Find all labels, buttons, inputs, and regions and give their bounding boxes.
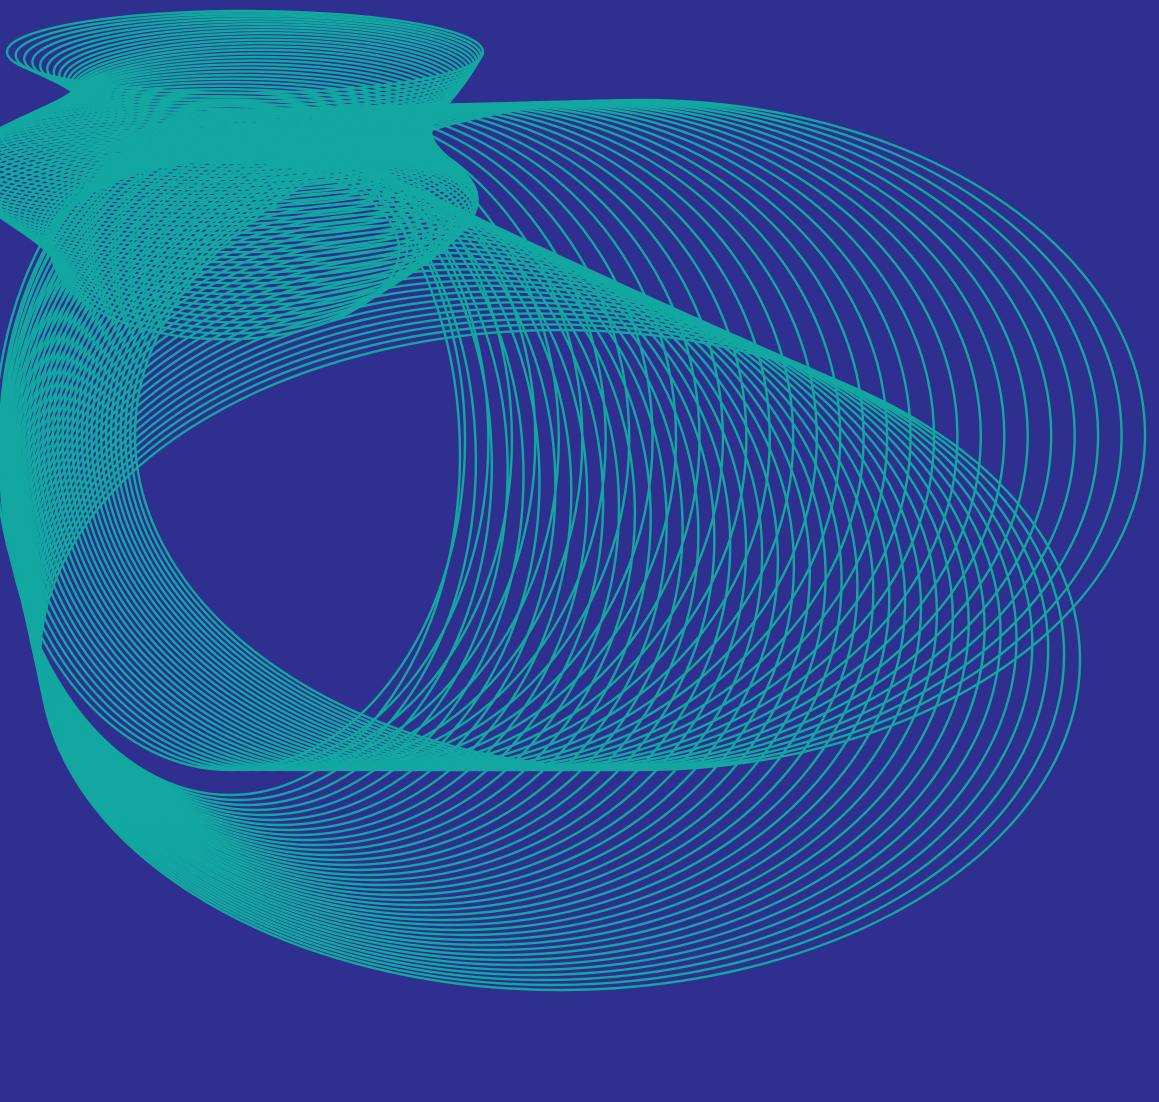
upper-left-tube-ring bbox=[22, 14, 481, 103]
lower-left-funnel-ring bbox=[0, 113, 462, 797]
lower-left-funnel-ring bbox=[38, 328, 1082, 992]
ring-layer bbox=[0, 9, 1147, 992]
lower-left-funnel-group bbox=[0, 113, 1082, 992]
large-right-sweep-ring bbox=[0, 108, 467, 772]
upper-left-tube-ring bbox=[41, 153, 441, 313]
